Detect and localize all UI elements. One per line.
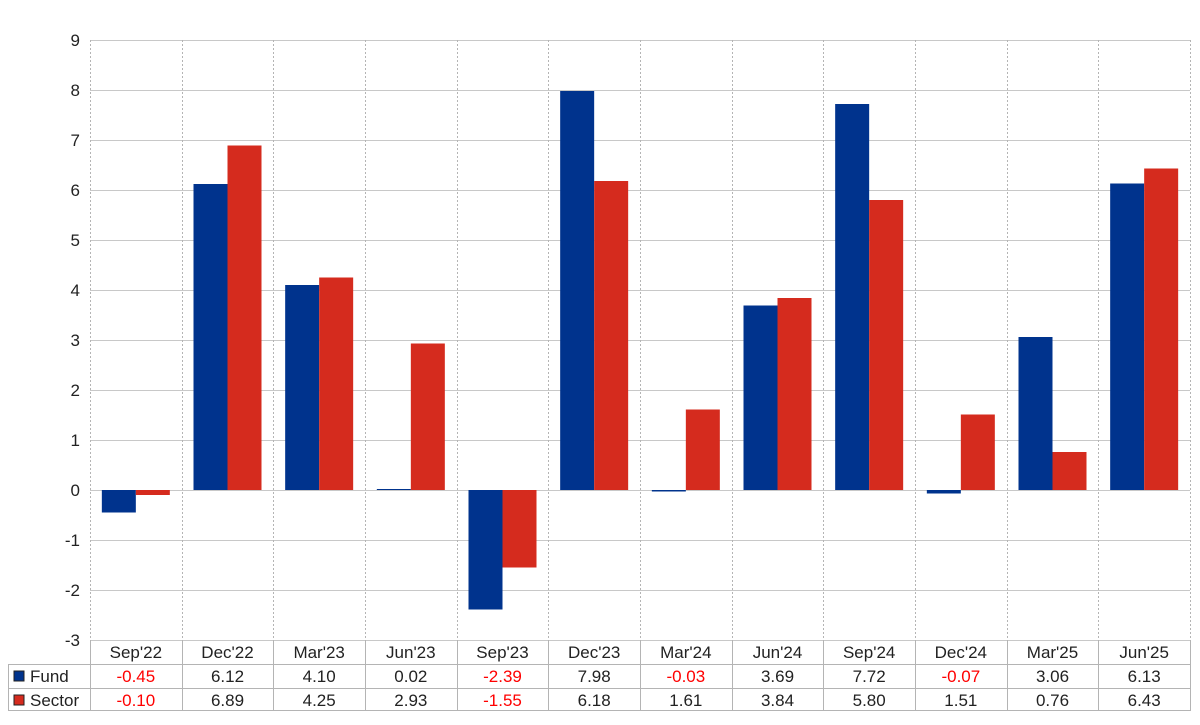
x-tick-label: Jun'25 xyxy=(1119,643,1169,662)
y-tick-label: 2 xyxy=(71,381,80,400)
y-tick-label: 6 xyxy=(71,181,80,200)
bar-sector xyxy=(1144,168,1179,490)
table-cell-value: 7.72 xyxy=(853,667,886,686)
bar-sector xyxy=(777,298,812,490)
table-cell-value: 3.69 xyxy=(761,667,794,686)
y-tick-label: 4 xyxy=(71,281,80,300)
y-tick-label: 5 xyxy=(71,231,80,250)
table-cell-value: 6.89 xyxy=(211,691,244,710)
table-cell-value: 2.93 xyxy=(394,691,427,710)
bar-sector xyxy=(227,145,262,490)
bar-sector xyxy=(135,490,170,495)
legend-swatch-sector xyxy=(13,694,25,706)
legend-swatch-fund xyxy=(13,670,25,682)
x-tick-label: Mar'24 xyxy=(660,643,711,662)
bar-fund xyxy=(1110,183,1145,490)
y-tick-label: 7 xyxy=(71,131,80,150)
bar-sector xyxy=(410,343,445,490)
table-cell-value: -1.55 xyxy=(483,691,522,710)
y-tick-label: 0 xyxy=(71,481,80,500)
x-tick-label: Dec'22 xyxy=(201,643,253,662)
bar-fund xyxy=(651,490,686,492)
table-cell-value: 1.51 xyxy=(944,691,977,710)
legend-label-fund: Fund xyxy=(30,667,69,686)
bar-sector xyxy=(502,490,537,568)
bar-fund xyxy=(926,490,961,494)
bar-sector xyxy=(869,200,904,490)
table-cell-value: 5.80 xyxy=(853,691,886,710)
y-tick-label: 9 xyxy=(71,31,80,50)
bar-fund xyxy=(560,91,595,490)
bar-sector xyxy=(594,181,629,490)
bar-fund xyxy=(743,305,778,490)
table-cell-value: 6.18 xyxy=(578,691,611,710)
x-tick-label: Sep'24 xyxy=(843,643,895,662)
y-tick-label: 8 xyxy=(71,81,80,100)
x-tick-label: Sep'22 xyxy=(110,643,162,662)
table-cell-value: 6.12 xyxy=(211,667,244,686)
y-tick-label: -3 xyxy=(65,631,80,650)
table-cell-value: 3.84 xyxy=(761,691,794,710)
bar-fund xyxy=(468,490,503,610)
bar-fund xyxy=(835,104,870,490)
bar-sector xyxy=(319,277,354,490)
table-cell-value: 6.13 xyxy=(1128,667,1161,686)
x-tick-label: Jun'24 xyxy=(753,643,803,662)
table-cell-value: 4.10 xyxy=(303,667,336,686)
y-tick-label: 3 xyxy=(71,331,80,350)
bar-fund xyxy=(101,490,136,513)
table-cell-value: 4.25 xyxy=(303,691,336,710)
bar-fund xyxy=(285,285,320,490)
table-cell-value: -0.03 xyxy=(666,667,705,686)
x-tick-label: Sep'23 xyxy=(476,643,528,662)
x-tick-label: Mar'23 xyxy=(293,643,344,662)
table-cell-value: 7.98 xyxy=(578,667,611,686)
x-tick-label: Dec'23 xyxy=(568,643,620,662)
table-cell-value: 3.06 xyxy=(1036,667,1069,686)
bar-fund xyxy=(193,184,228,490)
table-cell-value: 6.43 xyxy=(1128,691,1161,710)
bar-fund xyxy=(376,489,411,490)
table-cell-value: 0.76 xyxy=(1036,691,1069,710)
y-tick-label: -2 xyxy=(65,581,80,600)
table-cell-value: -2.39 xyxy=(483,667,522,686)
x-tick-label: Jun'23 xyxy=(386,643,436,662)
y-tick-label: -1 xyxy=(65,531,80,550)
x-tick-label: Dec'24 xyxy=(935,643,987,662)
bar-fund xyxy=(1018,337,1053,490)
legend-label-sector: Sector xyxy=(30,691,79,710)
bar-sector xyxy=(960,414,995,490)
table-cell-value: 1.61 xyxy=(669,691,702,710)
bar-sector xyxy=(1052,452,1087,490)
bar-sector xyxy=(685,409,720,490)
table-cell-value: -0.45 xyxy=(116,667,155,686)
y-tick-label: 1 xyxy=(71,431,80,450)
table-cell-value: -0.10 xyxy=(116,691,155,710)
table-cell-value: -0.07 xyxy=(941,667,980,686)
x-tick-label: Mar'25 xyxy=(1027,643,1078,662)
table-cell-value: 0.02 xyxy=(394,667,427,686)
